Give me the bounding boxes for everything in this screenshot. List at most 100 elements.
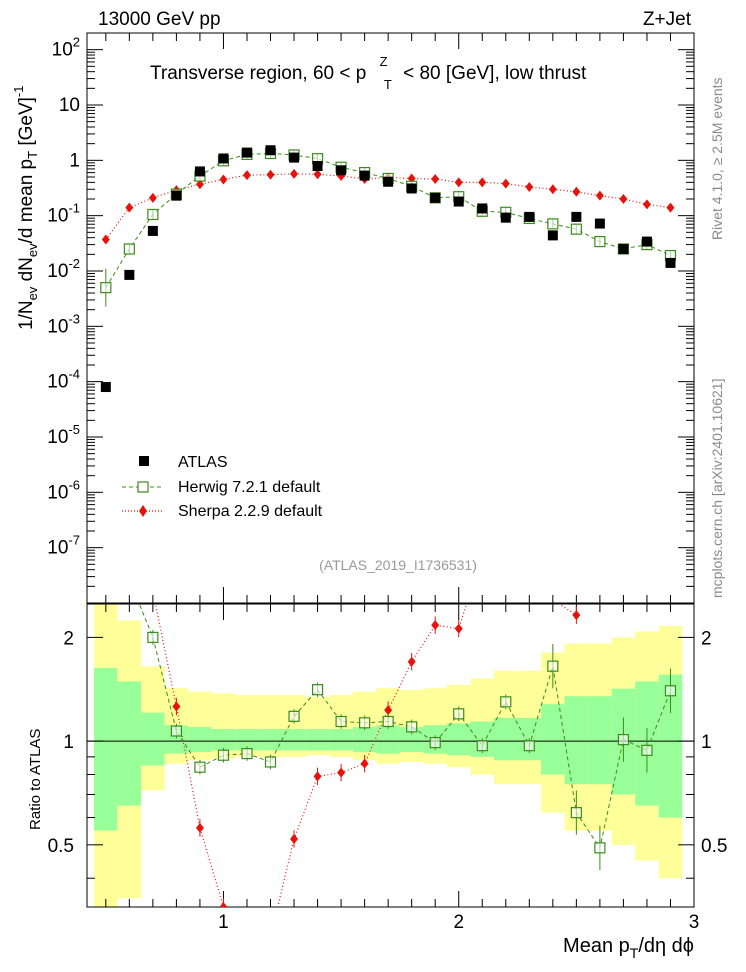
y-tick-label: 10-6 xyxy=(47,477,80,503)
sherpa-point xyxy=(125,202,134,213)
y-tick-exp: -3 xyxy=(68,311,80,326)
herwig-point xyxy=(547,218,559,230)
atlas-point xyxy=(383,176,394,187)
band-inner-10 xyxy=(329,729,353,751)
ratio-herwig-point xyxy=(311,684,324,696)
sherpa-point xyxy=(148,192,157,203)
band-inner-21 xyxy=(588,696,612,785)
sherpa-point xyxy=(666,202,675,213)
ylabel-c: /d mean p xyxy=(16,159,37,244)
y-tick-label: 10-3 xyxy=(47,311,80,337)
y-tick-base: 10 xyxy=(47,316,68,337)
y-tick-label: 10-5 xyxy=(47,422,80,448)
ylabel-d: [GeV] xyxy=(16,97,37,151)
y-tick-base: 10 xyxy=(47,261,68,282)
rivet-label: Rivet 4.1.0, ≥ 2.5M events xyxy=(709,77,725,240)
atlas-point xyxy=(406,183,417,194)
ratio-sherpa-point xyxy=(454,623,463,634)
sherpa-point xyxy=(431,173,440,184)
band-inner-8 xyxy=(282,729,306,751)
band-inner-3 xyxy=(164,725,189,754)
x-tick-labels: 1 2 3 xyxy=(218,912,699,933)
atlas-point xyxy=(124,269,135,280)
band-inner-24 xyxy=(658,674,683,818)
x-tick-label: 1 xyxy=(218,912,229,933)
ratio-sherpa-point xyxy=(572,610,581,621)
atlas-point xyxy=(477,203,488,214)
ratio-herwig-point xyxy=(147,631,159,643)
ratio-herwig-point xyxy=(476,740,488,752)
ratio-herwig-point xyxy=(453,708,465,720)
sherpa-point xyxy=(478,177,487,188)
ratio-herwig-point xyxy=(570,807,582,819)
band-inner-17 xyxy=(494,717,518,761)
y-tick-exp: -7 xyxy=(68,533,80,548)
ratio-sherpa-point xyxy=(137,529,145,539)
atlas-point xyxy=(194,166,205,177)
ratio-herwig-point xyxy=(594,842,606,854)
y-tick-label: 102 xyxy=(52,35,80,61)
analysis-tag: (ATLAS_2019_I1736531) xyxy=(319,557,477,573)
ratio-herwig-point xyxy=(500,696,512,708)
atlas-point xyxy=(453,196,464,207)
sherpa-point xyxy=(266,169,275,180)
legend-sherpa-label: Sherpa 2.2.9 default xyxy=(178,503,323,520)
y-tick-exp: -6 xyxy=(68,477,80,492)
ratio-sherpa-point xyxy=(290,833,299,844)
y-tick-base: 10 xyxy=(47,372,68,393)
main-plot-frame xyxy=(86,32,695,604)
ylabel-s1: ev xyxy=(25,286,40,300)
sherpa-point xyxy=(290,168,299,179)
ratio-herwig-point xyxy=(288,710,300,722)
ratio-herwig-point xyxy=(264,756,277,768)
ratio-herwig-point xyxy=(359,717,371,729)
y-tick-base: 10 xyxy=(47,206,68,227)
sherpa-point xyxy=(525,181,534,192)
legend-atlas-marker xyxy=(139,456,149,466)
ratio-herwig-point xyxy=(194,761,206,773)
chart-title-b: < 80 [GeV], low thrust xyxy=(403,63,587,84)
header-right: Z+Jet xyxy=(643,9,692,30)
x-tick-label: 2 xyxy=(453,912,464,933)
ratio-herwig-point xyxy=(641,744,653,756)
sherpa-point xyxy=(101,234,110,245)
atlas-point xyxy=(571,211,582,222)
herwig-point xyxy=(147,208,159,221)
atlas-point xyxy=(524,211,535,222)
ratio-plot-series xyxy=(124,529,677,942)
xlabel-a: Mean p xyxy=(563,935,630,957)
y-tick-exp: -1 xyxy=(68,201,80,216)
legend-sherpa-marker xyxy=(139,505,147,517)
ratio-herwig-point xyxy=(429,737,441,749)
y-tick-base: 10 xyxy=(59,95,80,116)
chart-title-sup: Z xyxy=(380,54,388,69)
ratio-tick-label-right: 2 xyxy=(701,628,712,649)
xlabel-b: /dη dϕ xyxy=(638,935,694,957)
atlas-point xyxy=(359,170,370,181)
y-tick-base: 10 xyxy=(47,538,68,559)
ratio-herwig-point xyxy=(241,747,253,760)
atlas-point xyxy=(594,218,605,229)
atlas-point xyxy=(241,147,252,158)
ratio-tick-labels: 2 2 1 1 0.5 0.5 xyxy=(48,628,728,856)
legend: ATLAS Herwig 7.2.1 default Sherpa 2.2.9 … xyxy=(122,454,323,520)
ratio-tick-label-right: 1 xyxy=(701,732,712,753)
ylabel-s3: T xyxy=(25,151,40,159)
ratio-uncertainty-bands xyxy=(94,604,683,907)
band-inner-2 xyxy=(141,712,165,766)
ratio-tick-label-right: 0.5 xyxy=(701,836,727,857)
sherpa-point xyxy=(572,186,581,197)
atlas-point xyxy=(336,165,347,176)
sherpa-point xyxy=(548,184,557,195)
band-inner-7 xyxy=(258,729,283,751)
y-tick-base: 1 xyxy=(69,150,80,171)
ratio-sherpa-point xyxy=(313,771,322,782)
atlas-point xyxy=(641,236,652,247)
ratio-sherpa-point xyxy=(267,932,275,942)
ratio-herwig-point xyxy=(124,574,134,584)
ratio-herwig-point xyxy=(523,740,535,752)
atlas-point xyxy=(171,190,182,201)
atlas-point xyxy=(547,230,558,241)
ratio-herwig-point xyxy=(217,749,230,761)
y-tick-exp: 2 xyxy=(73,35,80,50)
